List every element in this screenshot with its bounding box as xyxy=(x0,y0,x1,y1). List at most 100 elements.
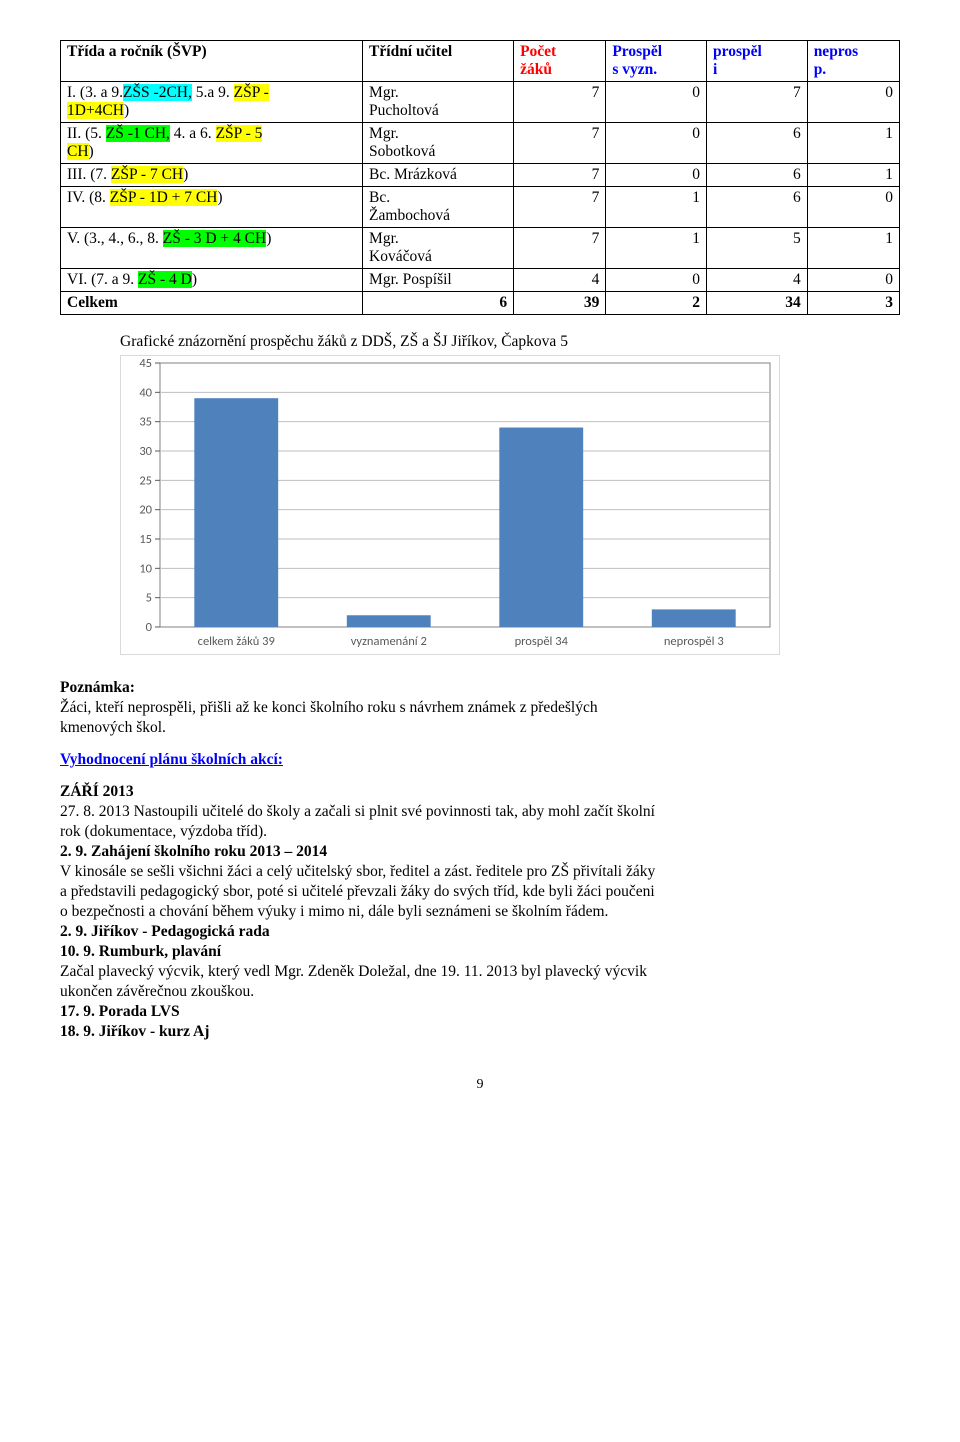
col-c3: 7 xyxy=(514,123,606,164)
hdr-col4a: Prospěl xyxy=(612,43,662,60)
col-c5: 6 xyxy=(707,123,808,164)
col-class: VI. (7. a 9. ZŠ - 4 D) xyxy=(61,269,363,292)
hdr-col4: Prospěl s vyzn. xyxy=(606,41,707,82)
body-l1: 27. 8. 2013 Nastoupili učitelé do školy … xyxy=(60,803,900,821)
col-teacher: Mgr. Pospíšil xyxy=(363,269,514,292)
svg-text:prospěl 34: prospěl 34 xyxy=(515,634,569,649)
hdr-col4b: s vyzn. xyxy=(612,61,657,78)
chart-title: Grafické znázornění prospěchu žáků z DDŠ… xyxy=(120,333,880,351)
col-c6: 0 xyxy=(807,269,899,292)
col-c6: 1 xyxy=(807,164,899,187)
col-c3: 7 xyxy=(514,82,606,123)
note-line-1: Žáci, kteří neprospěli, přišli až ke kon… xyxy=(60,699,900,717)
total-c5: 34 xyxy=(707,292,808,315)
svg-text:35: 35 xyxy=(139,415,152,430)
col-c4: 0 xyxy=(606,82,707,123)
class-results-table: Třída a ročník (ŠVP) Třídní učitel Počet… xyxy=(60,40,900,315)
col-teacher: Mgr.Sobotková xyxy=(363,123,514,164)
col-c3: 7 xyxy=(514,164,606,187)
col-teacher: Bc.Žambochová xyxy=(363,187,514,228)
col-c4: 0 xyxy=(606,269,707,292)
body-l4: V kinosále se sešli všichni žáci a celý … xyxy=(60,863,900,881)
col-c6: 1 xyxy=(807,123,899,164)
svg-text:vyznamenání 2: vyznamenání 2 xyxy=(351,634,427,649)
hdr-col5: prospěl i xyxy=(707,41,808,82)
col-class: II. (5. ZŠ -1 CH, 4. a 6. ZŠP - 5CH) xyxy=(61,123,363,164)
col-class: V. (3., 4., 6., 8. ZŠ - 3 D + 4 CH) xyxy=(61,228,363,269)
hdr-col5a: prospěl xyxy=(713,43,762,60)
col-c5: 4 xyxy=(707,269,808,292)
col-c6: 0 xyxy=(807,82,899,123)
hdr-col6b: p. xyxy=(814,61,827,78)
body-l5: a představili pedagogický sbor, poté si … xyxy=(60,883,900,901)
table-row: IV. (8. ZŠP - 1D + 7 CH)Bc.Žambochová716… xyxy=(61,187,900,228)
svg-text:neprospěl 3: neprospěl 3 xyxy=(664,634,724,649)
col-teacher: Mgr.Kováčová xyxy=(363,228,514,269)
page-number: 9 xyxy=(60,1077,900,1093)
table-total-row: Celkem 6 39 2 34 3 xyxy=(61,292,900,315)
table-row: VI. (7. a 9. ZŠ - 4 D)Mgr. Pospíšil4040 xyxy=(61,269,900,292)
body-l3: 2. 9. Zahájení školního roku 2013 – 2014 xyxy=(60,843,900,861)
col-c5: 6 xyxy=(707,164,808,187)
body-l6: o bezpečnosti a chování během výuky i mi… xyxy=(60,903,900,921)
body-l12: 18. 9. Jiříkov - kurz Aj xyxy=(60,1023,900,1041)
col-c4: 0 xyxy=(606,164,707,187)
hdr-col3a: Počet xyxy=(520,43,556,60)
hdr-col2: Třídní učitel xyxy=(363,41,514,82)
svg-text:15: 15 xyxy=(139,532,152,547)
hdr-col3b: žáků xyxy=(520,61,552,78)
hdr-col6: nepros p. xyxy=(807,41,899,82)
col-teacher: Bc. Mrázková xyxy=(363,164,514,187)
eval-title: Vyhodnocení plánu školních akcí: xyxy=(60,751,283,768)
svg-text:45: 45 xyxy=(139,356,152,371)
note-line-2: kmenových škol. xyxy=(60,719,900,737)
col-c6: 1 xyxy=(807,228,899,269)
col-c3: 4 xyxy=(514,269,606,292)
note-label: Poznámka: xyxy=(60,679,135,696)
hdr-col3: Počet žáků xyxy=(514,41,606,82)
col-class: I. (3. a 9.ZŠS -2CH, 5.a 9. ZŠP -1D+4CH) xyxy=(61,82,363,123)
col-teacher: Mgr.Pucholtová xyxy=(363,82,514,123)
table-row: I. (3. a 9.ZŠS -2CH, 5.a 9. ZŠP -1D+4CH)… xyxy=(61,82,900,123)
table-row: V. (3., 4., 6., 8. ZŠ - 3 D + 4 CH)Mgr.K… xyxy=(61,228,900,269)
svg-text:40: 40 xyxy=(139,385,152,400)
table-header-row: Třída a ročník (ŠVP) Třídní učitel Počet… xyxy=(61,41,900,82)
col-c4: 0 xyxy=(606,123,707,164)
body-l9: Začal plavecký výcvik, který vedl Mgr. Z… xyxy=(60,963,900,981)
svg-text:0: 0 xyxy=(146,620,153,635)
col-c5: 7 xyxy=(707,82,808,123)
svg-text:celkem žáků 39: celkem žáků 39 xyxy=(198,634,275,649)
col-c5: 6 xyxy=(707,187,808,228)
svg-text:10: 10 xyxy=(139,561,152,576)
col-c5: 5 xyxy=(707,228,808,269)
total-c3: 39 xyxy=(514,292,606,315)
bar-chart: 0 5 10 15 20 25 30 35 40 45 celkem žáků 39 vyznamen… xyxy=(120,355,780,655)
body-l8: 10. 9. Rumburk, plavání xyxy=(60,943,900,961)
col-c3: 7 xyxy=(514,228,606,269)
col-class: III. (7. ZŠP - 7 CH) xyxy=(61,164,363,187)
total-c6: 3 xyxy=(807,292,899,315)
hdr-col6a: nepros xyxy=(814,43,859,60)
table-row: II. (5. ZŠ -1 CH, 4. a 6. ZŠP - 5CH)Mgr.… xyxy=(61,123,900,164)
col-c4: 1 xyxy=(606,228,707,269)
col-c6: 0 xyxy=(807,187,899,228)
col-class: IV. (8. ZŠP - 1D + 7 CH) xyxy=(61,187,363,228)
svg-text:20: 20 xyxy=(139,503,152,518)
body-l7: 2. 9. Jiříkov - Pedagogická rada xyxy=(60,923,900,941)
body-l11: 17. 9. Porada LVS xyxy=(60,1003,900,1021)
svg-text:30: 30 xyxy=(139,444,152,459)
col-c4: 1 xyxy=(606,187,707,228)
chart-container: Grafické znázornění prospěchu žáků z DDŠ… xyxy=(120,333,880,655)
total-label: Celkem xyxy=(61,292,363,315)
hdr-col5b: i xyxy=(713,61,717,78)
body-l2: rok (dokumentace, výzdoba tříd). xyxy=(60,823,900,841)
svg-text:5: 5 xyxy=(146,591,152,606)
svg-text:25: 25 xyxy=(139,473,152,488)
zari-title: ZÁŘÍ 2013 xyxy=(60,783,134,800)
table-row: III. (7. ZŠP - 7 CH)Bc. Mrázková7061 xyxy=(61,164,900,187)
body-l10: ukončen závěrečnou zkouškou. xyxy=(60,983,900,1001)
hdr-col1: Třída a ročník (ŠVP) xyxy=(61,41,363,82)
total-c2: 6 xyxy=(363,292,514,315)
total-c4: 2 xyxy=(606,292,707,315)
col-c3: 7 xyxy=(514,187,606,228)
